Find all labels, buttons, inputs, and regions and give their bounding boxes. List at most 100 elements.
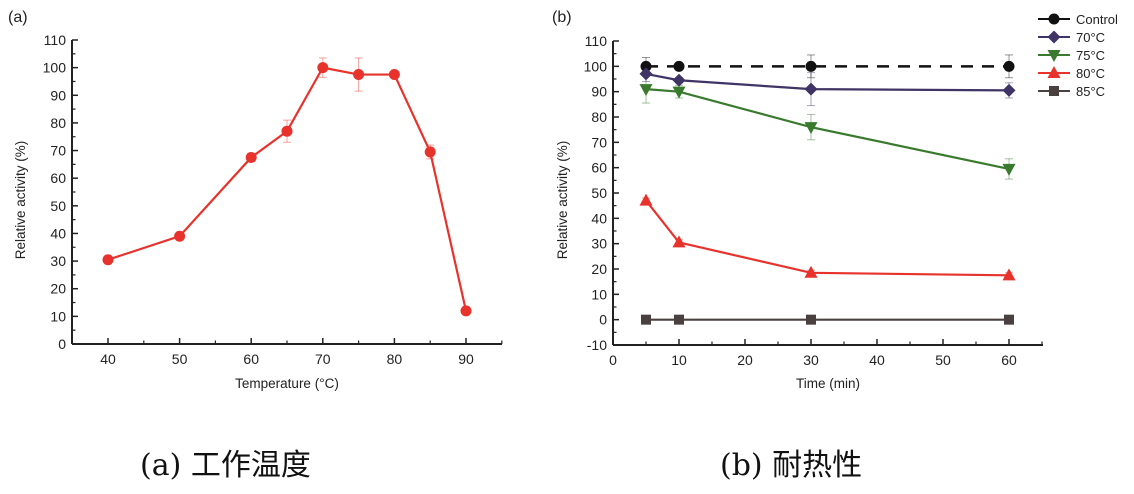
- y-tick-label: 70: [50, 143, 66, 159]
- data-point: [1002, 83, 1016, 97]
- chart-b-markers: [639, 60, 1016, 325]
- data-point: [1004, 314, 1014, 325]
- data-point: [672, 86, 686, 99]
- y-tick-label: 60: [50, 170, 66, 186]
- x-tick-label: 90: [458, 351, 474, 367]
- panel-label-a: (a): [8, 9, 28, 26]
- y-tick-label: 10: [591, 286, 607, 302]
- y-tick-label: 0: [599, 312, 607, 328]
- data-point: [388, 69, 400, 81]
- data-point: [353, 69, 365, 81]
- data-point: [640, 60, 652, 72]
- y-tick-label: 110: [44, 32, 67, 48]
- y-tick-label: 70: [591, 134, 607, 150]
- y-tick-label: 90: [591, 84, 607, 100]
- legend-marker: [1047, 66, 1061, 78]
- chart-a-lines: [107, 66, 468, 312]
- x-tick-label: 50: [172, 351, 188, 367]
- chart-b-legend: Control 70°C 75°C 80°C 85°C: [1038, 12, 1118, 99]
- x-tick-label: 0: [609, 352, 617, 368]
- y-tick-label: 0: [58, 336, 66, 352]
- data-point: [1002, 163, 1016, 176]
- y-tick-label: 30: [591, 236, 607, 252]
- legend-label: 80°C: [1076, 66, 1105, 81]
- data-point: [174, 230, 186, 242]
- y-tick-label: 50: [591, 185, 607, 201]
- x-tick-label: 40: [869, 352, 885, 368]
- y-tick-label: 100: [584, 58, 608, 74]
- data-point: [804, 122, 818, 135]
- panel-label-b: (b): [552, 9, 572, 26]
- chart-b-y-axis-title: Relative activity (%): [555, 141, 570, 260]
- series-line-80c: [645, 199, 1010, 277]
- legend-label: 75°C: [1076, 48, 1105, 63]
- x-tick-label: 20: [737, 352, 753, 368]
- x-tick-label: 40: [100, 351, 116, 367]
- chart-b-lines: [645, 65, 1010, 321]
- chart-a-markers: [102, 62, 472, 317]
- y-tick-label: 60: [591, 160, 607, 176]
- y-tick-label: 10: [50, 308, 66, 324]
- caption-b: (b) 耐热性: [720, 448, 863, 483]
- x-tick-label: 10: [671, 352, 687, 368]
- x-tick-label: 60: [243, 351, 259, 367]
- data-point: [639, 84, 653, 97]
- y-tick-label: 20: [50, 281, 66, 297]
- data-point: [672, 73, 686, 87]
- chart-b-x-axis-title: Time (min): [796, 376, 860, 391]
- chart-a-axes: 0 10 20 30 40 50 60 70 80 90 100 110 40 50 60 70 80 90: [43, 32, 503, 367]
- y-tick-label: -10: [587, 337, 607, 353]
- y-tick-label: 80: [50, 115, 66, 131]
- legend-marker: [1047, 30, 1061, 44]
- chart-a-x-axis-title: Temperature (°C): [235, 376, 339, 391]
- data-point: [804, 82, 818, 96]
- data-point: [102, 254, 114, 266]
- data-point: [317, 62, 329, 74]
- data-point: [805, 60, 817, 72]
- chart-a-y-axis-title: Relative activity (%): [13, 141, 28, 260]
- data-point: [424, 146, 436, 158]
- y-tick-label: 100: [43, 60, 67, 76]
- data-point: [460, 305, 472, 317]
- data-point: [674, 314, 684, 325]
- legend-marker: [1047, 50, 1061, 62]
- legend-label: 85°C: [1076, 84, 1105, 99]
- legend-marker: [1049, 86, 1059, 96]
- data-point: [639, 67, 653, 81]
- y-tick-label: 110: [585, 33, 608, 49]
- series-line-70c: [645, 72, 1010, 92]
- chart-a: (a) 0 10 20 30 40 50 60 70 80 90 100 110 40 50 60 70 80 9…: [8, 9, 503, 391]
- caption-a: (a) 工作温度: [140, 448, 311, 483]
- x-tick-label: 80: [387, 351, 403, 367]
- y-tick-label: 40: [50, 225, 66, 241]
- legend-label: 70°C: [1076, 30, 1105, 45]
- data-point: [281, 125, 293, 137]
- data-point: [245, 151, 257, 163]
- data-point: [1003, 60, 1015, 72]
- data-point: [641, 314, 651, 325]
- data-point: [806, 314, 816, 325]
- y-tick-label: 40: [591, 210, 607, 226]
- legend-label: Control: [1076, 12, 1118, 27]
- y-tick-label: 20: [591, 261, 607, 277]
- y-tick-label: 30: [50, 253, 66, 269]
- x-tick-label: 50: [935, 352, 951, 368]
- chart-a-error-bars: [247, 57, 435, 163]
- data-point: [804, 265, 818, 278]
- data-point: [639, 193, 653, 206]
- x-tick-label: 30: [803, 352, 819, 368]
- y-tick-label: 80: [591, 109, 607, 125]
- x-tick-label: 60: [1001, 352, 1017, 368]
- y-tick-label: 90: [50, 87, 66, 103]
- data-point: [672, 235, 686, 248]
- series-line-75c: [645, 88, 1010, 171]
- data-point: [673, 60, 685, 72]
- x-tick-label: 70: [315, 351, 331, 367]
- y-tick-label: 50: [50, 198, 66, 214]
- data-point: [1002, 268, 1016, 281]
- legend-marker: [1048, 13, 1060, 25]
- series-line-relativeactivity: [107, 66, 468, 312]
